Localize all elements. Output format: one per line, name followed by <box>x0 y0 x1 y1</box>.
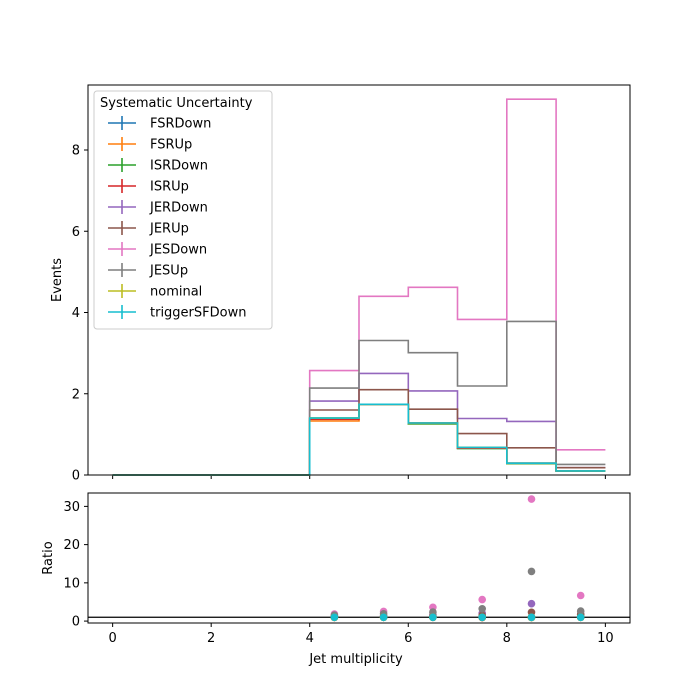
ratio-point-jesdown <box>527 495 536 503</box>
legend-label: JERDown <box>149 201 208 216</box>
x-tick-label: 0 <box>108 631 116 646</box>
legend-title: Systematic Uncertainty <box>100 96 253 111</box>
ratio-point-jesup <box>478 605 487 613</box>
legend-entry: JESDown <box>108 242 207 258</box>
ratio-y-tick-label: 30 <box>63 500 80 515</box>
legend-entry: FSRUp <box>108 137 192 153</box>
main-y-tick-label: 2 <box>72 387 80 402</box>
legend-label: nominal <box>150 285 202 300</box>
ratio-point-jesdown <box>576 591 585 600</box>
legend-label: JESDown <box>149 243 207 258</box>
ratio-point-jesup <box>527 567 536 576</box>
ratio-ticks: 0 2 4 6 8 10 0 10 20 30 <box>63 500 613 646</box>
legend-label: FSRDown <box>150 117 211 132</box>
ratio-point-triggersfdown <box>330 613 339 622</box>
ratio-point-triggersfdown <box>429 613 437 622</box>
legend-label: triggerSFDown <box>150 306 246 321</box>
x-tick-label: 4 <box>306 631 314 646</box>
main-axes-frame <box>87 84 631 476</box>
legend-entry: JERDown <box>108 200 208 216</box>
legend-entry: ISRUp <box>108 179 189 195</box>
main-y-tick-label: 0 <box>72 469 80 484</box>
legend-box <box>93 90 273 330</box>
ratio-point-triggersfdown <box>478 613 487 622</box>
main-panel: 0 2 4 6 8 Events Systematic Uncertainty FSRDo… <box>50 84 631 484</box>
x-tick-label: 8 <box>503 631 511 646</box>
legend-entry: JESUp <box>108 263 188 279</box>
ratio-y-tick-label: 0 <box>72 615 80 630</box>
ratio-point-triggersfdown <box>379 613 388 622</box>
x-tick-label: 2 <box>207 631 215 646</box>
legend-entry: ISRDown <box>108 158 208 174</box>
legend-entry: JERUp <box>108 221 189 237</box>
ratio-points <box>330 495 585 622</box>
main-y-tick-label: 8 <box>72 144 80 159</box>
main-y-tick-label: 6 <box>72 225 80 240</box>
ratio-axes-frame <box>87 492 631 624</box>
ratio-point-jesup <box>429 608 437 616</box>
ratio-point-triggersfdown <box>576 613 585 622</box>
x-axis-label: Jet multiplicity <box>308 652 403 667</box>
legend-label: JESUp <box>149 264 188 279</box>
ratio-y-axis-label: Ratio <box>41 541 56 574</box>
ratio-point-jesdown <box>478 595 487 604</box>
legend-label: FSRUp <box>150 138 192 153</box>
ratio-panel: 0 2 4 6 8 10 0 10 20 30 Ratio Jet multiplicity <box>41 492 631 667</box>
legend: Systematic Uncertainty FSRDown FSRUp ISRDow… <box>93 90 273 330</box>
ratio-y-tick-label: 20 <box>63 538 80 553</box>
x-tick-label: 6 <box>404 631 412 646</box>
legend-label: JERUp <box>149 222 189 237</box>
ratio-point-jesup <box>576 607 585 615</box>
legend-label: ISRUp <box>150 180 189 195</box>
main-y-tick-label: 4 <box>72 306 80 321</box>
legend-label: ISRDown <box>150 159 208 174</box>
ratio-y-tick-label: 10 <box>63 576 80 591</box>
main-y-axis-label: Events <box>50 258 65 302</box>
legend-entry: triggerSFDown <box>108 305 246 321</box>
legend-entry: FSRDown <box>108 116 211 132</box>
legend-entry: nominal <box>108 284 202 300</box>
ratio-point-jerdown <box>527 599 536 608</box>
ratio-point-triggersfdown <box>527 613 536 622</box>
x-tick-label: 10 <box>597 631 614 646</box>
